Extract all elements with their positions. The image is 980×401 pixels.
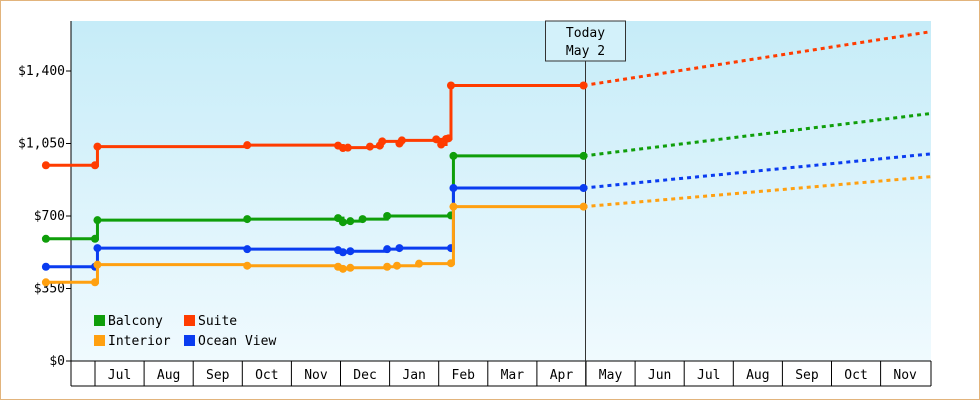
x-axis: Jul Aug Sep Oct Nov Dec Jan Feb Mar Apr May Jun Jul A… [70, 360, 932, 387]
x-month-label: Oct [255, 368, 278, 383]
data-point [91, 234, 99, 243]
series-balcony [41, 111, 932, 243]
x-month-label: Oct [844, 368, 867, 383]
data-point [346, 263, 355, 272]
data-point [346, 247, 355, 256]
projection-line [583, 175, 932, 209]
x-month-label: Aug [746, 368, 769, 383]
data-point [415, 259, 424, 268]
data-point [449, 202, 458, 211]
x-month-label: Apr [550, 368, 574, 383]
data-point [93, 260, 102, 269]
plot-area [71, 21, 931, 361]
data-point [91, 278, 99, 287]
today-box [545, 20, 626, 62]
data-point [397, 136, 406, 145]
projection-line [583, 111, 932, 158]
legend: Balcony Suite Interior Ocean View [94, 314, 276, 349]
series-layer [41, 30, 932, 287]
legend-label: Ocean View [198, 334, 276, 349]
series-ocean-view [41, 152, 932, 271]
data-point [93, 244, 102, 253]
legend-swatch [94, 315, 105, 326]
x-month-label: Sep [206, 368, 230, 383]
x-month-label: Nov [893, 368, 917, 383]
data-point [243, 215, 252, 224]
data-point [338, 264, 347, 273]
y-tick-label: $700 [34, 209, 65, 224]
data-point [446, 259, 455, 268]
data-point [41, 234, 50, 243]
data-point [449, 184, 458, 193]
x-month-label: May [599, 368, 623, 383]
projection-line [583, 30, 932, 87]
y-tick-label: $350 [34, 282, 65, 297]
x-month-label: Jul [108, 368, 131, 383]
data-point [378, 137, 387, 146]
data-point [93, 142, 102, 151]
data-point [444, 134, 453, 143]
y-tick-label: $1,050 [18, 137, 65, 152]
series-suite [41, 30, 932, 170]
x-month-label: Jan [402, 368, 425, 383]
today-date: May 2 [566, 44, 605, 59]
x-month-label: Sep [795, 368, 819, 383]
data-point [365, 142, 374, 151]
data-point [358, 215, 367, 224]
x-month-label: Mar [501, 368, 525, 383]
x-month-label: Jul [697, 368, 720, 383]
legend-label: Suite [198, 314, 237, 329]
data-point [383, 262, 392, 271]
data-point [395, 244, 404, 253]
data-point [432, 135, 441, 144]
y-axis: $0 $350 $700 $1,050 $1,400 [18, 21, 72, 386]
data-point [243, 245, 252, 254]
data-point [392, 261, 401, 270]
data-point [449, 151, 458, 160]
data-point [343, 143, 352, 152]
data-point [383, 212, 392, 220]
legend-swatch [184, 315, 195, 326]
today-marker: Today May 2 [545, 20, 626, 386]
data-point [41, 262, 50, 271]
data-point [346, 217, 355, 226]
x-month-label: Feb [452, 368, 476, 383]
data-point [338, 248, 347, 257]
series-interior [41, 175, 932, 287]
legend-swatch [94, 335, 105, 346]
legend-swatch [184, 335, 195, 346]
data-point [446, 81, 455, 90]
x-month-label: Nov [304, 368, 328, 383]
legend-label: Interior [108, 334, 171, 349]
data-point [93, 216, 102, 225]
data-point [243, 261, 252, 270]
x-month-label: Aug [157, 368, 180, 383]
x-month-label: Dec [353, 368, 376, 383]
projection-line [583, 152, 932, 190]
data-point [41, 161, 50, 170]
data-point [41, 278, 50, 287]
y-tick-label: $1,400 [18, 64, 65, 79]
y-tick-label: $0 [49, 354, 65, 369]
data-point [437, 140, 446, 149]
today-label: Today [566, 26, 605, 41]
legend-label: Balcony [108, 314, 163, 329]
data-point [383, 245, 392, 254]
data-point [243, 141, 252, 150]
data-point [338, 218, 347, 227]
x-month-label: Jun [648, 368, 671, 383]
data-point [91, 161, 99, 170]
